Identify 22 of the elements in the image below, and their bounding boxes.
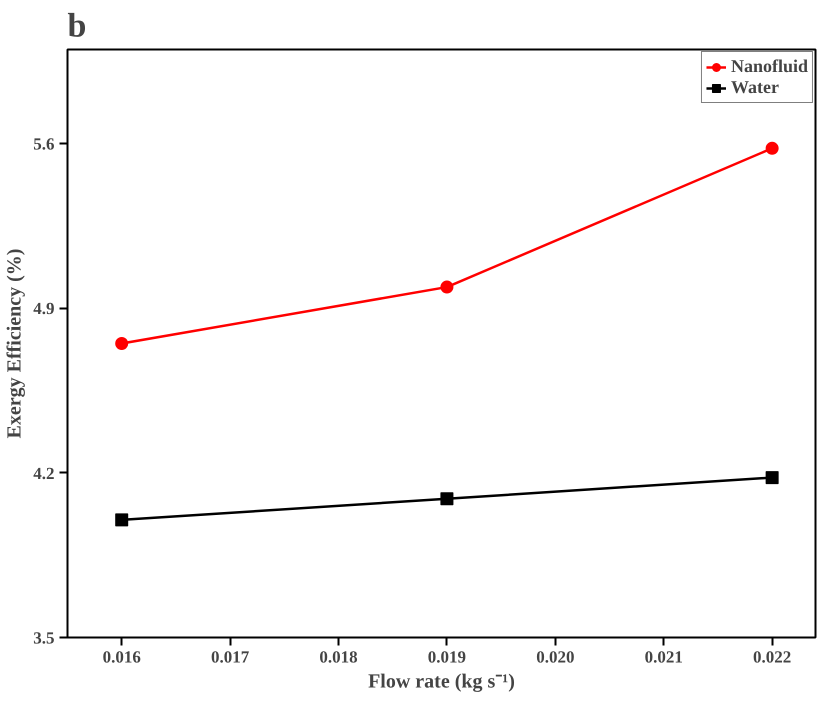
y-tick-label: 5.6 bbox=[33, 134, 54, 154]
legend-label: Nanofluid bbox=[730, 56, 808, 77]
point bbox=[115, 337, 128, 350]
point bbox=[440, 492, 454, 506]
y-axis-title: Exergy Efficiency (%) bbox=[3, 248, 26, 438]
point bbox=[766, 142, 779, 155]
x-tick-label: 0.020 bbox=[536, 648, 574, 666]
x-tick-label: 0.021 bbox=[644, 648, 683, 666]
x-tick-label: 0.016 bbox=[102, 648, 141, 666]
y-tick-label: 4.9 bbox=[33, 299, 54, 318]
y-tick-label: 3.5 bbox=[33, 628, 54, 648]
x-tick-label: 0.022 bbox=[753, 648, 792, 666]
point bbox=[440, 280, 454, 294]
point bbox=[115, 513, 128, 526]
point bbox=[766, 471, 779, 484]
chart-title: b bbox=[68, 8, 86, 44]
x-tick-label: 0.018 bbox=[319, 648, 358, 666]
legend-label: Water bbox=[730, 77, 779, 98]
x-tick-label: 0.017 bbox=[210, 648, 250, 666]
y-tick-label: 4.2 bbox=[33, 464, 54, 483]
x-axis-title: Flow rate (kg s⁻¹) bbox=[368, 670, 515, 692]
x-tick-label: 0.019 bbox=[428, 648, 466, 666]
